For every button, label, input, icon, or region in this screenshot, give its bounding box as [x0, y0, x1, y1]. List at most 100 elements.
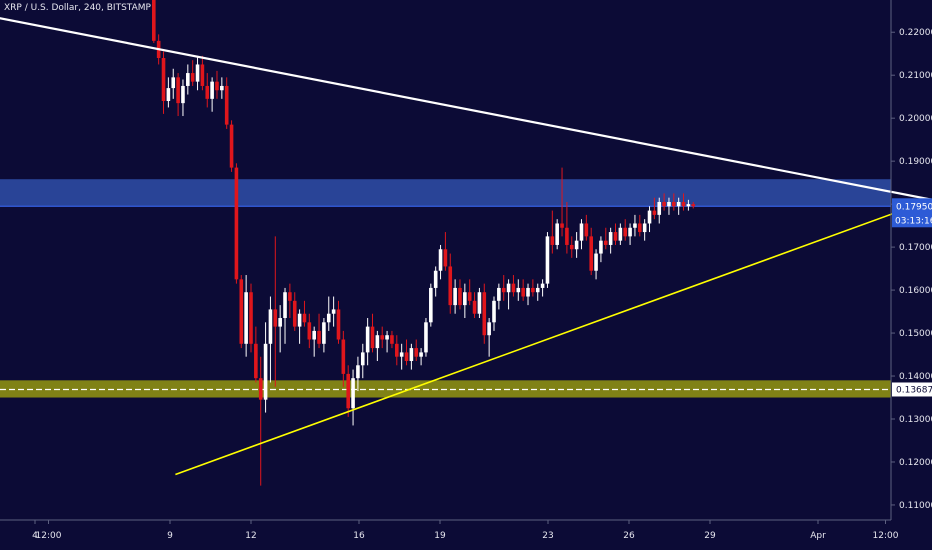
candle-body: [351, 378, 355, 409]
candle-body: [200, 64, 205, 86]
candle-body: [603, 240, 608, 245]
price-tick-label: 0.11000: [899, 501, 932, 511]
candle-body: [380, 335, 385, 340]
candle-body: [647, 210, 652, 224]
candle: [390, 330, 394, 349]
candle-body: [516, 287, 521, 293]
candle: [599, 236, 603, 263]
candle: [351, 369, 355, 426]
plot-area: [0, 0, 932, 486]
candle-body: [317, 330, 321, 344]
candle-body: [453, 287, 457, 306]
candle-body: [292, 300, 297, 327]
candle: [336, 300, 341, 344]
candle-body: [176, 77, 180, 104]
candle: [453, 279, 457, 314]
candle-body: [229, 124, 234, 168]
candle: [584, 214, 589, 241]
candle-body: [205, 85, 210, 99]
candle: [463, 283, 467, 319]
candle-body: [331, 309, 336, 314]
candle-body: [404, 352, 409, 361]
candle: [190, 60, 195, 86]
candle-body: [623, 227, 628, 237]
candle: [273, 236, 278, 387]
candle-body: [244, 292, 248, 344]
candle-body: [463, 292, 467, 306]
candle-body: [195, 64, 200, 82]
candle-body: [326, 313, 331, 323]
candle: [511, 275, 516, 297]
candle-body: [414, 348, 419, 357]
candle: [574, 232, 579, 258]
candle: [628, 223, 632, 245]
candle: [224, 77, 229, 129]
candle: [672, 193, 676, 211]
candle: [254, 326, 258, 383]
candle-body: [395, 343, 399, 357]
candle: [399, 343, 404, 370]
candle: [200, 55, 205, 91]
candle-body: [278, 318, 282, 327]
candle-body: [273, 309, 278, 327]
candle: [550, 210, 555, 254]
candle-body: [492, 300, 496, 323]
candle: [419, 348, 423, 366]
candle-body: [224, 85, 229, 125]
candle: [239, 275, 244, 349]
candle-body: [302, 313, 307, 323]
candle: [380, 326, 385, 349]
candle: [429, 283, 433, 327]
candle-body: [487, 322, 491, 336]
candle-body: [681, 201, 686, 207]
candle-body: [161, 58, 166, 101]
last-price-label: 0.17950: [896, 202, 932, 212]
candle-body: [535, 287, 540, 293]
candle-body: [370, 326, 375, 349]
candle: [161, 51, 166, 114]
candle: [569, 236, 574, 258]
candle: [326, 296, 331, 331]
candle: [152, 0, 156, 43]
candle: [210, 77, 214, 112]
candle-body: [433, 270, 438, 288]
candle: [176, 73, 180, 117]
candle: [302, 300, 307, 327]
candle-body: [531, 287, 535, 293]
candle-body: [594, 253, 598, 271]
candle-body: [312, 330, 316, 340]
candle-body: [346, 373, 350, 409]
candle-body: [467, 292, 472, 301]
candle: [531, 279, 535, 297]
candle-body: [521, 287, 525, 297]
candle: [278, 305, 282, 353]
time-tick-label: 26: [623, 531, 635, 541]
candle: [516, 279, 521, 301]
candle: [297, 309, 302, 344]
candle: [312, 326, 316, 357]
candle-body: [579, 223, 584, 241]
time-tick-label: 16: [353, 531, 365, 541]
candle: [686, 199, 691, 211]
candle-body: [336, 309, 341, 340]
candle: [385, 330, 389, 353]
candle: [501, 275, 506, 301]
candle: [487, 318, 491, 357]
candle-body: [419, 352, 423, 357]
candle: [667, 197, 671, 215]
candle: [356, 356, 360, 392]
time-tick-label: 4: [32, 531, 38, 541]
candle-body: [501, 287, 506, 293]
candle: [472, 292, 477, 319]
candle: [589, 227, 593, 276]
candle: [467, 279, 472, 306]
candle-body: [550, 236, 555, 245]
candle: [166, 77, 171, 108]
candle-body: [186, 73, 190, 86]
candle: [633, 214, 637, 237]
candle-body: [642, 223, 647, 233]
